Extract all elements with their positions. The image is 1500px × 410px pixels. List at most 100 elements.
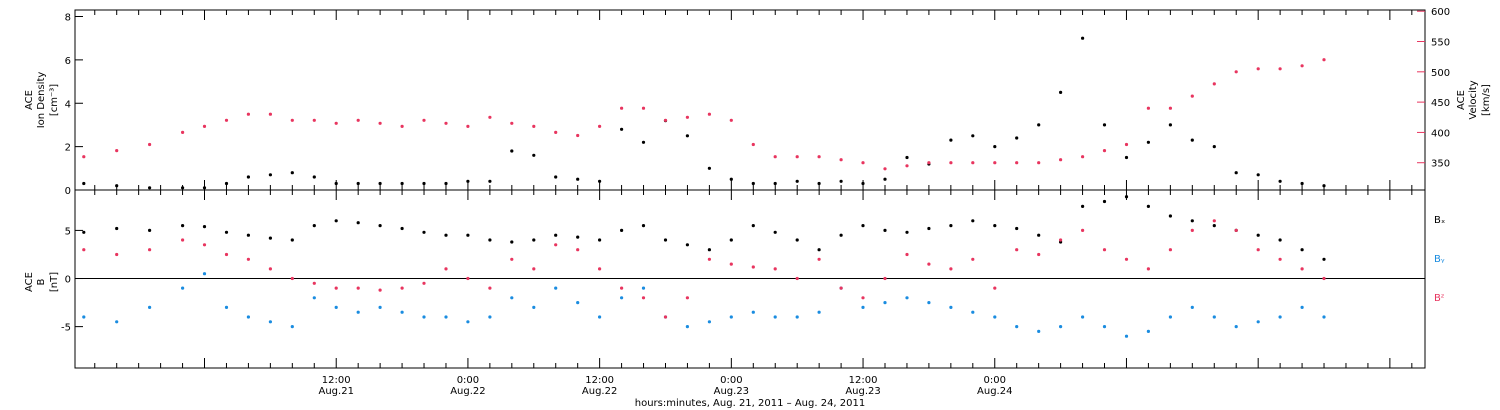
density-point-5 <box>224 181 229 186</box>
bz-point-31 <box>795 276 799 281</box>
density-point-3 <box>181 186 185 190</box>
velocity-point-8 <box>290 118 294 122</box>
by-point-0 <box>82 315 86 319</box>
bz-point-23 <box>620 286 624 290</box>
velocity-point-39 <box>971 161 975 165</box>
by-point-8 <box>290 325 294 329</box>
velocity-point-18 <box>510 121 514 125</box>
by-point-54 <box>1300 305 1304 309</box>
bz-point-47 <box>1146 267 1150 271</box>
velocity-point-30 <box>773 155 777 159</box>
by-point-20 <box>554 286 558 290</box>
by-point-37 <box>927 301 931 305</box>
x-tick-date-0: Aug.21 <box>319 386 354 397</box>
top-y2-tick-label-5: 600 <box>1431 7 1450 18</box>
bz-point-24 <box>641 296 646 300</box>
bz-point-19 <box>532 267 536 271</box>
velocity-point-42 <box>1037 161 1041 165</box>
bz-point-13 <box>400 286 404 290</box>
velocity-point-44 <box>1081 155 1085 159</box>
velocity-point-52 <box>1256 67 1260 71</box>
velocity-point-6 <box>246 112 250 116</box>
x-tick-label-4: 12:00 <box>849 375 878 386</box>
bx-point-45 <box>1102 199 1107 204</box>
velocity-point-19 <box>532 124 536 128</box>
top-y2-tick-label-2: 450 <box>1431 98 1450 109</box>
bx-point-33 <box>839 233 843 237</box>
bottom-panel-series <box>82 195 1326 338</box>
velocity-point-33 <box>839 158 843 162</box>
by-series <box>82 272 1326 338</box>
x-tick-date-1: Aug.22 <box>450 386 485 397</box>
bx-point-54 <box>1300 248 1304 252</box>
by-point-30 <box>773 315 777 319</box>
by-point-53 <box>1278 315 1282 319</box>
velocity-point-32 <box>817 155 821 159</box>
bz-point-35 <box>883 276 887 281</box>
bz-point-16 <box>466 276 470 281</box>
bz-point-25 <box>663 315 668 319</box>
bz-point-11 <box>356 286 360 290</box>
bx-point-28 <box>729 238 733 242</box>
by-point-10 <box>334 305 338 309</box>
x-axis-title: hours:minutes, Aug. 21, 2011 – Aug. 24, … <box>635 398 866 409</box>
bx-point-46 <box>1124 195 1129 199</box>
bx-point-2 <box>148 228 152 232</box>
bz-point-36 <box>905 252 909 257</box>
bx-point-15 <box>444 233 448 237</box>
top-y2-label-line-3: [km/s] <box>1481 84 1492 116</box>
by-point-31 <box>795 315 799 319</box>
by-point-40 <box>993 315 997 319</box>
density-point-51 <box>1234 171 1238 175</box>
bx-point-5 <box>224 230 229 234</box>
density-point-19 <box>532 153 536 157</box>
velocity-point-14 <box>422 118 426 122</box>
by-point-45 <box>1102 325 1107 329</box>
velocity-point-45 <box>1102 149 1107 153</box>
x-tick-date-3: Aug.23 <box>714 386 749 397</box>
bz-point-7 <box>268 267 272 271</box>
bz-point-38 <box>949 267 953 271</box>
density-point-38 <box>949 138 953 142</box>
velocity-point-4 <box>202 124 207 128</box>
velocity-point-7 <box>268 112 272 116</box>
bz-point-43 <box>1059 238 1063 242</box>
density-point-10 <box>334 181 338 186</box>
density-point-18 <box>510 149 514 153</box>
velocity-point-15 <box>444 121 448 125</box>
bz-point-30 <box>773 267 777 271</box>
density-point-9 <box>312 175 316 179</box>
bx-point-4 <box>202 225 207 229</box>
bx-point-12 <box>378 224 382 228</box>
velocity-point-41 <box>1015 161 1019 165</box>
bx-point-16 <box>466 233 470 237</box>
density-point-46 <box>1124 155 1129 160</box>
by-point-22 <box>598 315 602 319</box>
bz-point-37 <box>927 262 931 266</box>
density-point-12 <box>378 181 382 186</box>
velocity-point-47 <box>1146 106 1150 110</box>
velocity-point-31 <box>795 155 799 159</box>
bx-point-18 <box>510 240 514 244</box>
velocity-point-50 <box>1212 82 1216 86</box>
bx-point-23 <box>620 228 624 232</box>
bx-point-36 <box>905 230 909 234</box>
bx-point-14 <box>422 230 426 234</box>
bx-point-31 <box>795 238 799 242</box>
x-tick-label-0: 12:00 <box>322 375 351 386</box>
top-y2-label-line-1: ACE <box>1456 90 1467 110</box>
by-point-41 <box>1015 325 1019 329</box>
bx-point-44 <box>1081 204 1085 208</box>
by-point-55 <box>1322 315 1326 319</box>
top-left-y-axis: 0 2 4 6 8 <box>65 13 83 197</box>
bottom-y-label-line-2: B <box>36 278 47 285</box>
bx-point-38 <box>949 224 953 228</box>
density-point-11 <box>356 181 360 186</box>
velocity-point-29 <box>751 142 755 147</box>
density-point-29 <box>751 181 755 186</box>
bz-point-20 <box>554 243 558 247</box>
bx-point-13 <box>400 226 404 231</box>
x-tick-label-2: 12:00 <box>585 375 614 386</box>
bz-point-28 <box>729 262 733 266</box>
bottom-y-label-line-3: [nT] <box>49 272 60 292</box>
